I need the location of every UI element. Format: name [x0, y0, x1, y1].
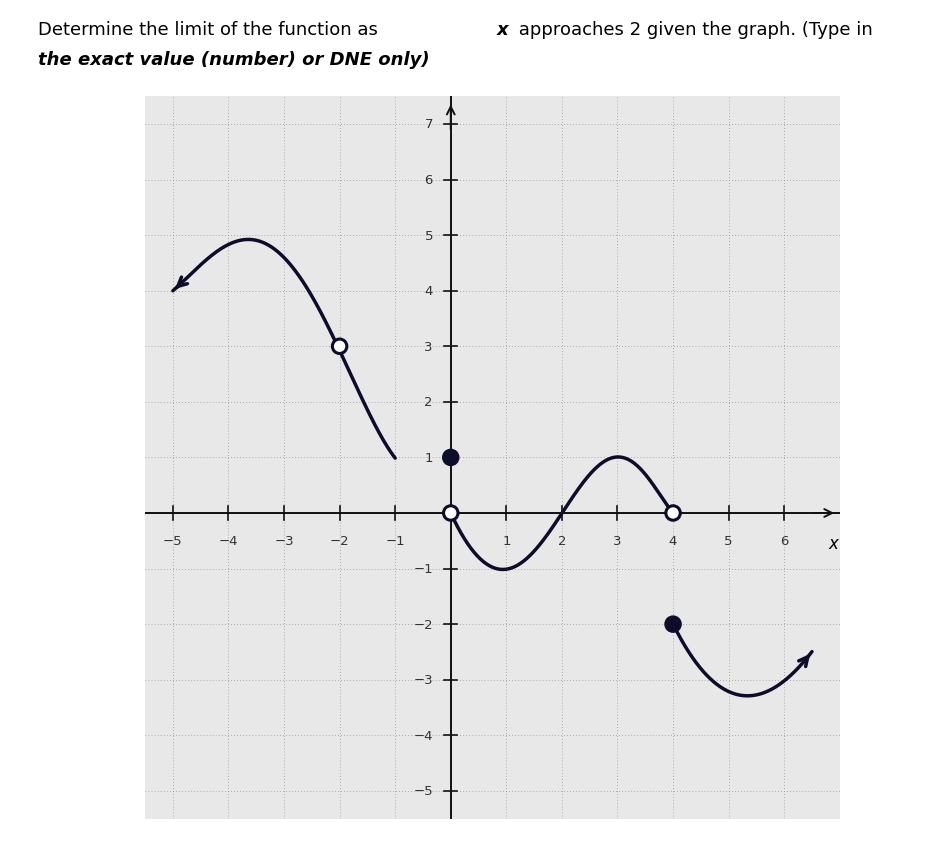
- Circle shape: [443, 506, 458, 521]
- Text: −2: −2: [413, 618, 433, 630]
- Text: −5: −5: [413, 784, 433, 798]
- Text: Determine the limit of the function as: Determine the limit of the function as: [38, 21, 384, 39]
- Text: −3: −3: [275, 534, 294, 547]
- Text: x: x: [829, 534, 838, 553]
- Text: 2: 2: [424, 396, 433, 408]
- Text: 6: 6: [424, 174, 433, 187]
- Text: −1: −1: [385, 534, 405, 547]
- Circle shape: [666, 617, 680, 631]
- Text: 6: 6: [780, 534, 789, 547]
- Text: −5: −5: [163, 534, 183, 547]
- Circle shape: [332, 339, 347, 354]
- Text: −1: −1: [413, 562, 433, 576]
- Text: 4: 4: [424, 284, 433, 298]
- Text: 3: 3: [424, 340, 433, 354]
- Text: 1: 1: [424, 452, 433, 464]
- Text: 3: 3: [614, 534, 622, 547]
- Text: −2: −2: [330, 534, 349, 547]
- Text: −4: −4: [219, 534, 239, 547]
- Text: 5: 5: [724, 534, 733, 547]
- Text: −3: −3: [413, 674, 433, 686]
- Text: 5: 5: [424, 230, 433, 242]
- Text: 2: 2: [558, 534, 566, 547]
- Text: 4: 4: [669, 534, 677, 547]
- Text: 1: 1: [502, 534, 510, 547]
- Text: approaches 2 given the graph. (Type in: approaches 2 given the graph. (Type in: [513, 21, 873, 39]
- Circle shape: [666, 506, 680, 521]
- Text: x: x: [497, 21, 509, 39]
- Text: −4: −4: [414, 729, 433, 742]
- Circle shape: [443, 451, 458, 465]
- Text: 7: 7: [424, 118, 433, 132]
- Text: the exact value (number) or DNE only): the exact value (number) or DNE only): [38, 51, 430, 68]
